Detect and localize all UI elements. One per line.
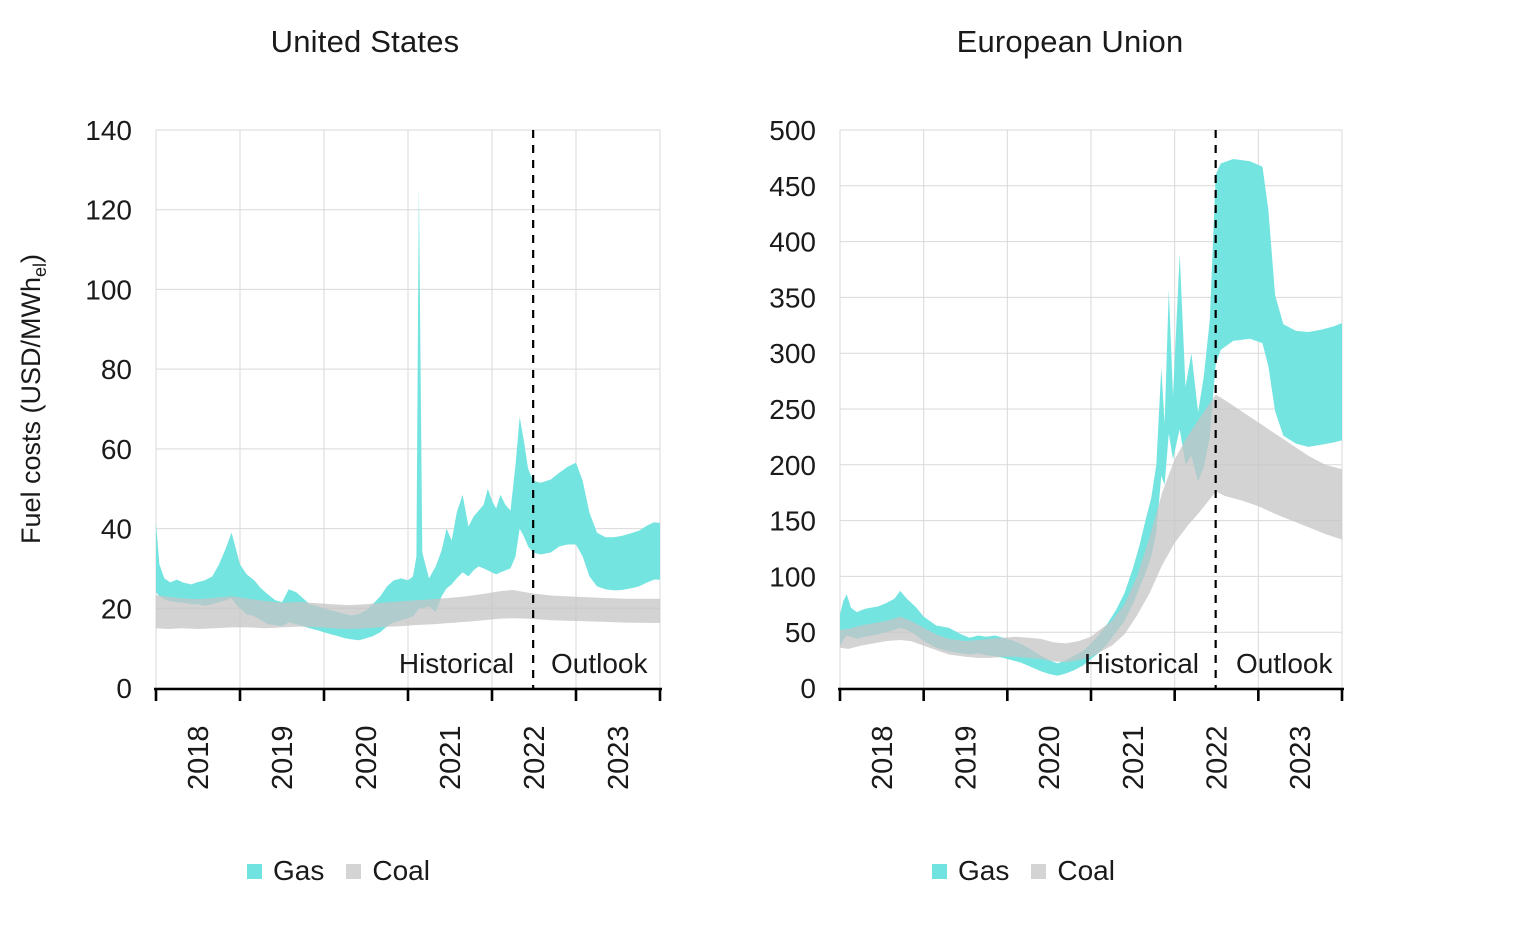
y-tick-label: 500: [769, 115, 816, 146]
y-tick-label: 80: [101, 354, 132, 385]
legend-us: Gas Coal: [247, 855, 430, 887]
y-tick-label: 20: [101, 593, 132, 624]
legend-item-gas: Gas: [932, 855, 1009, 887]
x-tick-label: 2018: [183, 725, 215, 790]
gas-range-band: [840, 159, 1342, 676]
x-tick-label: 2021: [435, 725, 467, 790]
chart-title-united-states: United States: [270, 24, 460, 59]
legend-item-coal: Coal: [346, 855, 430, 887]
legend-label-coal: Coal: [1057, 855, 1115, 886]
y-tick-label: 120: [85, 195, 132, 226]
x-tick-label: 2019: [951, 725, 983, 790]
x-tick-label: 2023: [1285, 725, 1317, 790]
coal-swatch-icon: [346, 863, 362, 879]
legend-eu: Gas Coal: [932, 855, 1115, 887]
y-tick-label: 40: [101, 514, 132, 545]
x-tick-label: 2022: [519, 725, 551, 790]
y-tick-label: 60: [101, 434, 132, 465]
y-tick-label: 400: [769, 227, 816, 258]
historical-annotation-us: Historical: [398, 648, 514, 679]
gas-swatch-icon: [247, 863, 262, 879]
x-tick-label: 2019: [267, 725, 299, 790]
legend-label-coal: Coal: [372, 855, 430, 886]
outlook-annotation-us: Outlook: [551, 648, 648, 679]
chart-title-european-union: European Union: [956, 24, 1184, 59]
y-tick-label: 150: [769, 506, 816, 537]
gas-swatch-icon: [932, 863, 947, 879]
y-tick-label: 0: [116, 673, 132, 704]
y-tick-label: 450: [769, 171, 816, 202]
x-tick-label: 2018: [867, 725, 899, 790]
outlook-annotation-eu: Outlook: [1236, 648, 1333, 679]
x-tick-label: 2020: [1034, 725, 1066, 790]
y-tick-label: 0: [800, 673, 816, 704]
y-tick-label: 200: [769, 450, 816, 481]
y-tick-label: 50: [785, 617, 816, 648]
x-tick-label: 2020: [351, 725, 383, 790]
y-tick-label: 140: [85, 115, 132, 146]
y-tick-label: 250: [769, 394, 816, 425]
historical-annotation-eu: Historical: [1083, 648, 1199, 679]
y-axis-title-subscript: el: [30, 262, 50, 277]
x-tick-label: 2021: [1118, 725, 1150, 790]
y-tick-label: 100: [769, 561, 816, 592]
coal-swatch-icon: [1031, 863, 1047, 879]
x-tick-label: 2022: [1202, 725, 1234, 790]
y-axis-title: Fuel costs (USD/MWhel): [16, 199, 60, 599]
legend-label-gas: Gas: [273, 855, 325, 886]
legend-item-gas: Gas: [247, 855, 324, 887]
legend-label-gas: Gas: [958, 855, 1010, 886]
y-axis-title-text: Fuel costs (USD/MWh: [16, 276, 46, 545]
y-axis-title-close: ): [16, 253, 46, 263]
x-tick-label: 2023: [603, 725, 635, 790]
y-tick-label: 350: [769, 282, 816, 313]
y-tick-label: 300: [769, 338, 816, 369]
legend-item-coal: Coal: [1031, 855, 1115, 887]
y-tick-label: 100: [85, 274, 132, 305]
